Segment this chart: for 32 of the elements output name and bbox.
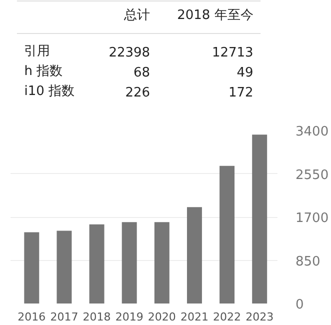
y-tick-label: 0 [296, 298, 304, 312]
bar [89, 224, 104, 304]
x-tick-label: 2017 [50, 310, 78, 324]
category-label: 2018 年至今 [177, 8, 254, 23]
x-tick-label: 2019 [115, 310, 144, 324]
bar [220, 166, 235, 304]
x-tick-label: 2021 [180, 310, 208, 324]
x-tick-label: 2022 [213, 310, 242, 324]
y-tick-label: 1700 [296, 211, 329, 226]
text: i10 指数 [24, 84, 75, 99]
bar [154, 222, 170, 304]
text: 12713 [212, 46, 254, 60]
text: h 指数 [24, 64, 63, 79]
text: 49 [236, 66, 254, 80]
bar [24, 232, 40, 304]
category-label: 总计 [123, 8, 150, 23]
y-tick-label: 850 [296, 254, 320, 270]
bar [252, 134, 268, 304]
x-tick-label: 2020 [148, 310, 176, 324]
bar [56, 230, 72, 304]
x-tick-label: 2023 [246, 310, 274, 324]
bar [186, 207, 202, 304]
text: 226 [125, 86, 150, 100]
x-tick-label: 2016 [18, 310, 46, 324]
text: 22398 [108, 46, 150, 60]
bar [122, 222, 137, 304]
x-tick-label: 2018 [82, 310, 111, 324]
y-tick-label: 3400 [296, 124, 329, 140]
y-tick-label: 2550 [296, 168, 329, 183]
text: 172 [228, 86, 254, 100]
text: 68 [134, 66, 150, 80]
text: 引用 [24, 44, 50, 59]
